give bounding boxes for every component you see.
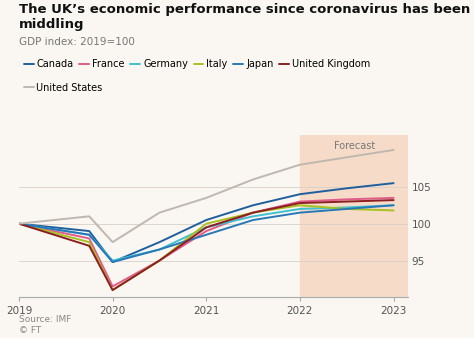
Legend: United States: United States — [24, 82, 103, 93]
Legend: Canada, France, Germany, Italy, Japan, United Kingdom: Canada, France, Germany, Italy, Japan, U… — [24, 59, 370, 69]
Bar — [300, 135, 417, 297]
Text: Forecast: Forecast — [334, 141, 375, 151]
Text: The UK’s economic performance since coronavirus has been middling: The UK’s economic performance since coro… — [19, 3, 470, 31]
Text: GDP index: 2019=100: GDP index: 2019=100 — [19, 37, 135, 47]
Text: Source: IMF
© FT: Source: IMF © FT — [19, 315, 71, 335]
